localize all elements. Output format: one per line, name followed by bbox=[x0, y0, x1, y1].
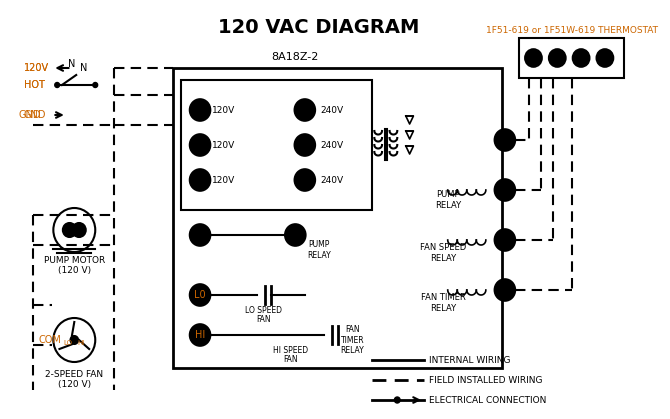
Circle shape bbox=[190, 134, 210, 156]
Text: W: W bbox=[499, 185, 511, 195]
Text: INTERNAL WIRING: INTERNAL WIRING bbox=[429, 355, 510, 365]
Circle shape bbox=[494, 229, 515, 251]
Text: (120 V): (120 V) bbox=[58, 266, 91, 274]
Circle shape bbox=[294, 134, 316, 156]
Text: 8A18Z-2: 8A18Z-2 bbox=[271, 52, 319, 62]
Text: HI SPEED: HI SPEED bbox=[273, 346, 308, 354]
Text: Y: Y bbox=[578, 53, 584, 63]
Text: G: G bbox=[500, 285, 509, 295]
Circle shape bbox=[55, 83, 60, 88]
Text: FAN
TIMER
RELAY: FAN TIMER RELAY bbox=[340, 325, 364, 355]
Text: R: R bbox=[530, 53, 537, 63]
Text: PUMP MOTOR: PUMP MOTOR bbox=[44, 256, 105, 264]
Circle shape bbox=[63, 223, 76, 237]
Text: R: R bbox=[501, 135, 509, 145]
Text: L2: L2 bbox=[299, 105, 311, 115]
Text: W: W bbox=[553, 53, 562, 63]
Circle shape bbox=[494, 279, 515, 301]
FancyBboxPatch shape bbox=[174, 68, 502, 368]
Text: FAN: FAN bbox=[257, 315, 271, 323]
Circle shape bbox=[525, 49, 542, 67]
Circle shape bbox=[285, 224, 306, 246]
Text: PUMP
RELAY: PUMP RELAY bbox=[308, 241, 331, 260]
Text: HOT: HOT bbox=[24, 80, 45, 90]
Text: FIELD INSTALLED WIRING: FIELD INSTALLED WIRING bbox=[429, 375, 542, 385]
Circle shape bbox=[596, 49, 614, 67]
Text: P1: P1 bbox=[289, 230, 302, 240]
Circle shape bbox=[395, 397, 400, 403]
FancyBboxPatch shape bbox=[519, 38, 624, 78]
Text: 120V: 120V bbox=[24, 63, 49, 73]
Text: P2: P2 bbox=[194, 140, 206, 150]
Text: 240V: 240V bbox=[320, 176, 343, 184]
Text: FAN TIMER
RELAY: FAN TIMER RELAY bbox=[421, 293, 466, 313]
FancyBboxPatch shape bbox=[181, 80, 372, 210]
Text: 1F51-619 or 1F51W-619 THERMOSTAT: 1F51-619 or 1F51W-619 THERMOSTAT bbox=[486, 26, 657, 35]
Circle shape bbox=[294, 169, 316, 191]
Text: L1: L1 bbox=[194, 230, 206, 240]
Text: GND: GND bbox=[24, 110, 46, 120]
Circle shape bbox=[190, 99, 210, 121]
Text: L0: L0 bbox=[194, 290, 206, 300]
Circle shape bbox=[72, 223, 86, 237]
Text: FAN: FAN bbox=[283, 354, 298, 364]
Text: 240V: 240V bbox=[320, 106, 343, 114]
Text: N: N bbox=[68, 59, 75, 69]
Text: 120 VAC DIAGRAM: 120 VAC DIAGRAM bbox=[218, 18, 420, 37]
Text: P2: P2 bbox=[299, 140, 311, 150]
Text: HOT: HOT bbox=[24, 80, 45, 90]
Text: HI: HI bbox=[77, 340, 84, 346]
Text: (120 V): (120 V) bbox=[58, 380, 91, 388]
Text: GND: GND bbox=[18, 110, 41, 120]
Text: LO: LO bbox=[63, 340, 72, 346]
Text: F2: F2 bbox=[194, 175, 206, 185]
Text: 120V: 120V bbox=[24, 63, 49, 73]
Text: 2-SPEED FAN: 2-SPEED FAN bbox=[46, 370, 103, 378]
Circle shape bbox=[494, 179, 515, 201]
Circle shape bbox=[294, 99, 316, 121]
Text: HI: HI bbox=[195, 330, 205, 340]
Circle shape bbox=[190, 284, 210, 306]
Circle shape bbox=[70, 336, 78, 344]
Circle shape bbox=[190, 224, 210, 246]
Text: Y: Y bbox=[502, 235, 509, 245]
Text: ELECTRICAL CONNECTION: ELECTRICAL CONNECTION bbox=[429, 396, 546, 404]
Circle shape bbox=[93, 83, 98, 88]
Text: N: N bbox=[80, 63, 88, 73]
Text: PUMP
RELAY: PUMP RELAY bbox=[435, 190, 461, 210]
Text: LO SPEED: LO SPEED bbox=[245, 305, 282, 315]
Text: 240V: 240V bbox=[320, 140, 343, 150]
Text: COM: COM bbox=[38, 335, 61, 345]
Text: 120V: 120V bbox=[212, 106, 235, 114]
Text: 120V: 120V bbox=[212, 176, 235, 184]
Text: G: G bbox=[601, 53, 608, 63]
Text: N: N bbox=[196, 105, 204, 115]
Circle shape bbox=[494, 129, 515, 151]
Circle shape bbox=[573, 49, 590, 67]
Circle shape bbox=[190, 169, 210, 191]
Circle shape bbox=[549, 49, 566, 67]
Text: F2: F2 bbox=[299, 175, 311, 185]
Text: FAN SPEED
RELAY: FAN SPEED RELAY bbox=[420, 243, 466, 263]
Circle shape bbox=[190, 324, 210, 346]
Text: 120V: 120V bbox=[212, 140, 235, 150]
